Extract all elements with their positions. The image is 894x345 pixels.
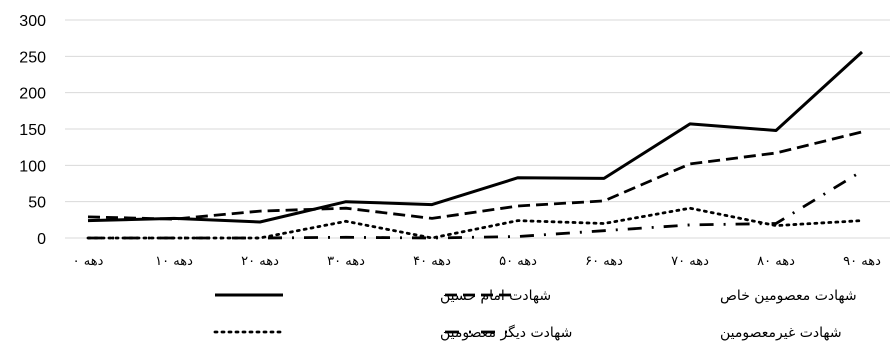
- y-tick-label: 200: [19, 86, 46, 103]
- y-tick-label: 250: [19, 49, 46, 66]
- x-axis-ticks: دهه ۰ دهه ۱۰ دهه ۲۰ دهه ۳۰ دهه ۴۰ دهه ۵۰ دهه ۶…: [73, 254, 881, 269]
- series-line-4: [88, 169, 863, 240]
- series-line-2: [87, 130, 863, 221]
- x-tick-label: دهه ۴۰: [413, 254, 451, 269]
- gridlines: [65, 19, 890, 239]
- y-tick-label: 50: [28, 195, 46, 212]
- series-line-3: [86, 206, 864, 240]
- x-tick-label: دهه ۶۰: [585, 254, 623, 269]
- series-lines: [86, 50, 864, 240]
- y-tick-label: 150: [19, 122, 46, 139]
- x-tick-label: دهه ۷۰: [671, 254, 709, 269]
- y-tick-label: 300: [19, 13, 46, 30]
- x-tick-label: دهه ۹۰: [843, 254, 881, 269]
- legend-label-2: شهادت معصومین خاص: [720, 288, 857, 304]
- y-tick-label: 0: [37, 231, 46, 248]
- x-tick-label: دهه ۳۰: [327, 254, 365, 269]
- legend-label-4: شهادت غیرمعصومین: [720, 325, 842, 341]
- legend-label-1: شهادت امام حسین: [440, 288, 551, 304]
- x-tick-label: دهه ۰: [73, 254, 104, 269]
- x-tick-label: دهه ۲۰: [241, 254, 279, 269]
- series-line-1: [87, 50, 864, 224]
- x-tick-label: دهه ۱۰: [155, 254, 193, 269]
- x-tick-label: دهه ۸۰: [757, 254, 795, 269]
- x-tick-label: دهه ۵۰: [499, 254, 537, 269]
- y-axis-ticks: 0 50 100 150 200 250 300: [19, 13, 46, 248]
- y-tick-label: 100: [19, 158, 46, 175]
